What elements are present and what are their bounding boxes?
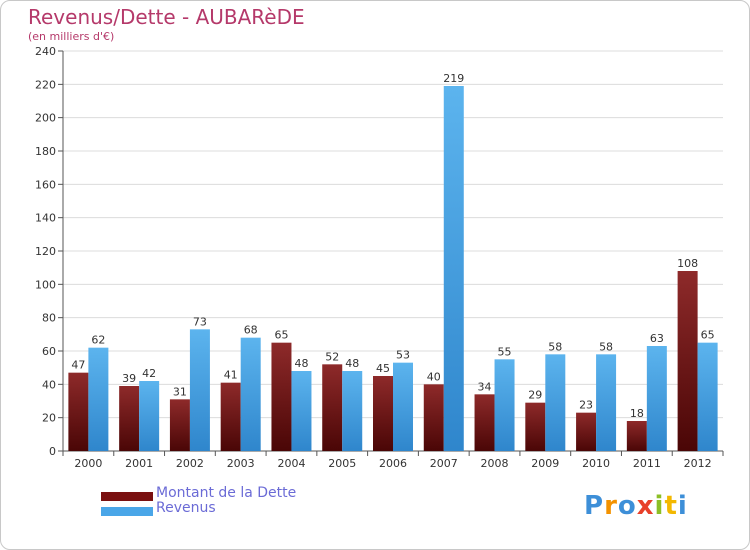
logo-letter: P [584,491,605,521]
debt-value-label: 39 [122,372,136,385]
debt-value-label: 65 [274,329,288,342]
revenue-value-label: 48 [345,357,359,370]
proxiti-logo: Proxiti [584,491,688,521]
y-tick-label: 200 [35,112,56,125]
chart-title: Revenus/Dette - AUBARèDE [28,5,305,29]
debt-bar [525,402,546,451]
logo-letter: o [617,491,637,521]
revenue-bar [443,86,464,451]
debt-value-label: 47 [71,359,85,372]
logo-letter: r [604,491,618,521]
debt-bar [68,372,89,451]
x-tick-label: 2010 [582,457,610,470]
y-tick-label: 20 [42,412,56,425]
revenue-bar [189,329,210,451]
revenue-bar [291,371,312,451]
debt-value-label: 23 [579,399,593,412]
debt-value-label: 52 [325,350,339,363]
y-tick-label: 160 [35,178,56,191]
debt-bar [322,364,343,451]
y-tick-label: 120 [35,245,56,258]
debt-bar [576,412,597,451]
revenue-bar [240,337,261,451]
x-tick-label: 2005 [328,457,356,470]
logo-letter: i [654,491,665,521]
legend-label-debt: Montant de la Dette [156,485,297,501]
debt-bar [474,394,495,451]
x-tick-label: 2003 [227,457,255,470]
logo-letter: x [636,491,655,521]
debt-bar [220,382,241,451]
y-tick-label: 80 [42,312,56,325]
revenue-bar [494,359,515,451]
revenue-value-label: 73 [193,315,207,328]
x-tick-label: 2004 [277,457,305,470]
y-tick-label: 220 [35,78,56,91]
debt-bar [626,421,647,451]
revenue-bar [596,354,617,451]
x-tick-label: 2002 [176,457,204,470]
debt-bar [119,386,140,451]
revenue-bar [393,362,413,451]
revenue-value-label: 65 [701,329,715,342]
debt-bar [373,376,393,451]
debt-bar [423,384,444,451]
revenue-value-label: 48 [294,357,308,370]
revenue-value-label: 68 [244,324,258,337]
y-tick-label: 180 [35,145,56,158]
chart-subtitle: (en milliers d'€) [28,30,115,43]
revenue-bar [88,347,109,451]
revenue-value-label: 55 [498,345,512,358]
debt-value-label: 31 [173,385,187,398]
legend-label-revenue: Revenus [156,500,216,516]
revenue-bar [342,371,363,451]
y-tick-label: 140 [35,212,56,225]
revenue-value-label: 42 [142,367,156,380]
revenue-value-label: 63 [650,332,664,345]
x-tick-label: 2009 [531,457,559,470]
debt-value-label: 40 [427,370,441,383]
debt-value-label: 41 [224,369,238,382]
debt-bar [169,399,190,451]
y-tick-label: 100 [35,278,56,291]
x-tick-label: 2008 [481,457,509,470]
revenue-value-label: 58 [599,340,613,353]
debt-value-label: 45 [376,362,390,375]
y-tick-label: 40 [42,378,56,391]
revenue-value-label: 53 [396,349,410,362]
legend-swatch-debt [101,492,153,501]
logo-letter: i [677,491,688,521]
revenue-bar [139,381,160,451]
debt-bar [271,342,292,451]
revenue-bar [545,354,566,451]
y-tick-label: 240 [35,45,56,58]
debt-value-label: 34 [478,380,492,393]
x-tick-label: 2011 [633,457,661,470]
revenue-value-label: 58 [548,340,562,353]
x-tick-label: 2012 [684,457,712,470]
y-tick-label: 60 [42,345,56,358]
revenue-value-label: 62 [91,334,105,347]
x-tick-label: 2007 [430,457,458,470]
logo-letter: t [664,491,678,521]
y-tick-label: 0 [49,445,56,458]
legend-swatch-revenue [101,507,153,516]
debt-value-label: 108 [677,257,698,270]
x-tick-label: 2000 [74,457,102,470]
x-tick-label: 2001 [125,457,153,470]
debt-value-label: 29 [528,389,542,402]
debt-bar [677,271,698,451]
revenue-value-label: 219 [443,72,464,85]
revenue-bar [646,346,667,451]
revenue-bar [697,342,718,451]
x-tick-label: 2006 [379,457,407,470]
debt-value-label: 18 [630,407,644,420]
